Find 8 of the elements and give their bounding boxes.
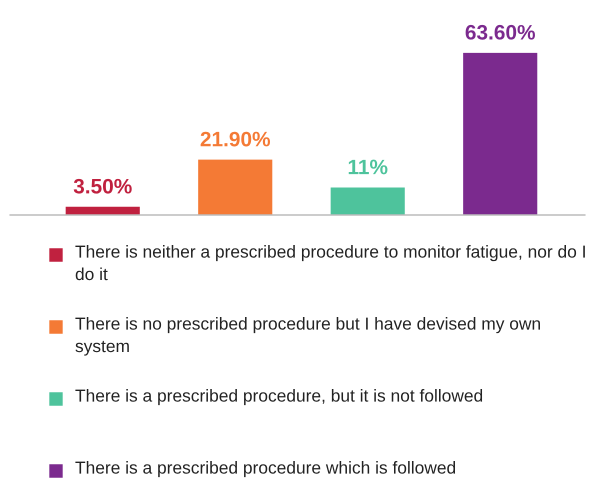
data-label: 3.50%	[74, 178, 132, 194]
legend-label: There is no prescribed procedure but I have devised my own system	[75, 317, 540, 356]
legend-label: There is neither a prescribed procedure to monitor fatigue, nor do I do it	[75, 245, 585, 280]
data-label: 11%	[348, 160, 388, 174]
legend-label: There is a prescribed procedure which is followed	[75, 461, 456, 478]
data-label: 63.60%	[466, 24, 535, 40]
legend-label: There is a prescribed procedure, but it is not followed	[75, 389, 482, 406]
data-label: 21.90%	[200, 132, 270, 146]
